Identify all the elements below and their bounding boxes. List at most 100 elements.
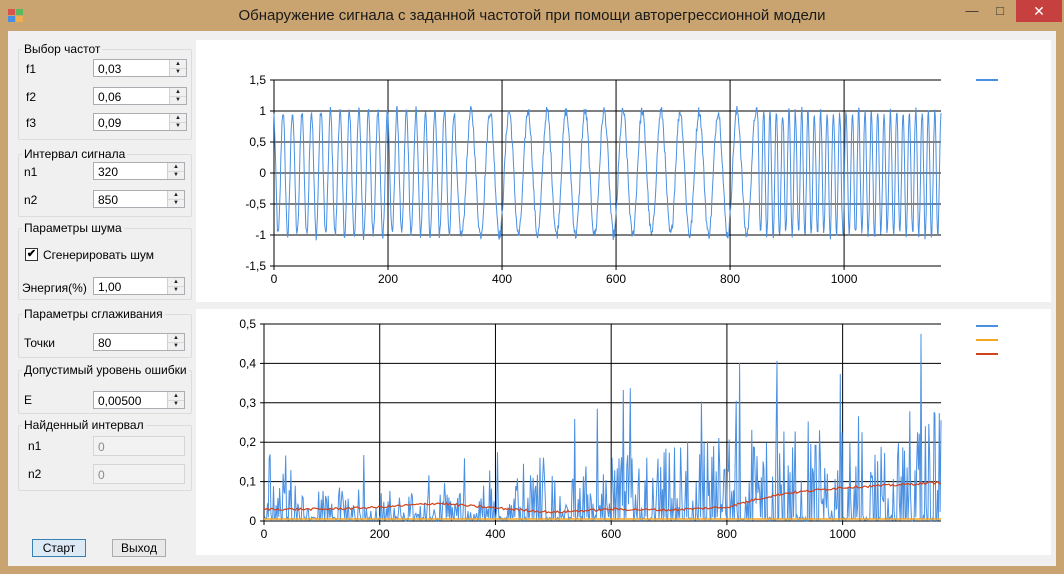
generate-noise-label[interactable]: Сгенерировать шум — [43, 248, 154, 262]
error-series-line — [263, 333, 942, 523]
start-button[interactable]: Старт — [32, 539, 86, 557]
spin-down-icon[interactable]: ▼ — [175, 97, 181, 103]
smoothing-group: Параметры сглаживания — [18, 307, 192, 358]
found-group-legend: Найденный интервал — [24, 418, 144, 432]
found-group: Найденный интервал — [18, 418, 192, 491]
spin-down-icon[interactable]: ▼ — [173, 401, 179, 407]
found-n1-label: n1 — [28, 439, 42, 453]
interval-group-legend: Интервал сигнала — [24, 147, 126, 161]
f1-label: f1 — [26, 62, 37, 76]
f1-value: 0,03 — [98, 62, 122, 76]
spin-up-icon[interactable]: ▲ — [168, 278, 184, 287]
y-tick-label: 1 — [259, 104, 266, 118]
energy-spin[interactable]: ▲ ▼ — [167, 278, 184, 294]
minimize-icon[interactable]: — — [965, 3, 979, 18]
x-tick-label: 0 — [271, 272, 278, 286]
noise-group: Параметры шума — [18, 221, 192, 300]
title-bar[interactable]: Обнаружение сигнала с заданной частотой … — [0, 0, 1064, 32]
x-tick-label: 200 — [378, 272, 398, 286]
freq-group: Выбор частот — [18, 42, 192, 140]
y-tick-label: 0,5 — [249, 135, 266, 149]
f2-spin[interactable]: ▲ ▼ — [169, 88, 186, 104]
spin-up-icon[interactable]: ▲ — [168, 392, 184, 401]
app-icon[interactable] — [8, 9, 24, 23]
x-tick-label: 400 — [492, 272, 512, 286]
interval-group: Интервал сигнала — [18, 147, 192, 217]
x-tick-label: 0 — [261, 527, 268, 541]
y-tick-label: 0,5 — [239, 317, 256, 331]
x-tick-label: 400 — [485, 527, 505, 541]
error-e-stepper[interactable]: 0,00500 ▲ ▼ — [93, 391, 185, 409]
signal-chart[interactable]: 0 200 400 600 800 1000 1,5 1 0,5 0 -0,5 -1 -1,5 — [196, 40, 1051, 302]
generate-noise-checkbox[interactable]: ✔ — [25, 248, 38, 261]
spin-up-icon[interactable]: ▲ — [168, 191, 184, 200]
signal-series-line — [273, 105, 942, 241]
noise-group-legend: Параметры шума — [24, 221, 122, 235]
maximize-icon[interactable]: □ — [996, 3, 1004, 18]
error-group-legend: Допустимый уровень ошибки — [24, 363, 187, 377]
points-spin[interactable]: ▲ ▼ — [167, 334, 184, 350]
found-n1-field: 0 — [93, 436, 185, 456]
energy-stepper[interactable]: 1,00 ▲ ▼ — [93, 277, 185, 295]
f2-value: 0,06 — [98, 90, 122, 104]
interval-n1-label: n1 — [24, 165, 38, 179]
spin-up-icon[interactable]: ▲ — [168, 163, 184, 172]
y-tick-label: 0,3 — [239, 396, 256, 410]
f3-stepper[interactable]: 0,09 ▲ ▼ — [93, 113, 187, 131]
error-e-spin[interactable]: ▲ ▼ — [167, 392, 184, 408]
spin-up-icon[interactable]: ▲ — [168, 334, 184, 343]
smoothed-series-line — [263, 480, 942, 514]
interval-n2-stepper[interactable]: 850 ▲ ▼ — [93, 190, 185, 208]
x-tick-label: 600 — [606, 272, 626, 286]
interval-n1-spin[interactable]: ▲ ▼ — [167, 163, 184, 179]
interval-n2-value: 850 — [98, 193, 119, 207]
y-tick-label: -1 — [255, 228, 266, 242]
error-e-value: 0,00500 — [98, 394, 142, 408]
x-tick-label: 1000 — [831, 272, 858, 286]
x-tick-label: 1000 — [829, 527, 856, 541]
interval-n2-spin[interactable]: ▲ ▼ — [167, 191, 184, 207]
y-tick-label: 0 — [249, 514, 256, 528]
spin-down-icon[interactable]: ▼ — [175, 69, 181, 75]
spin-up-icon[interactable]: ▲ — [170, 114, 186, 123]
energy-label: Энергия(%) — [22, 281, 87, 295]
found-n2-value: 0 — [98, 468, 105, 482]
x-tick-label: 200 — [370, 527, 390, 541]
f3-label: f3 — [26, 116, 37, 130]
spin-up-icon[interactable]: ▲ — [170, 88, 186, 97]
f2-stepper[interactable]: 0,06 ▲ ▼ — [93, 87, 187, 105]
spin-down-icon[interactable]: ▼ — [173, 343, 179, 349]
f3-value: 0,09 — [98, 116, 122, 130]
found-n1-value: 0 — [98, 440, 105, 454]
found-n2-label: n2 — [28, 467, 42, 481]
error-chart[interactable]: 0 200 400 600 800 1000 0,5 0,4 0,3 0,2 0,1 0 — [196, 309, 1051, 555]
spin-down-icon[interactable]: ▼ — [175, 123, 181, 129]
points-stepper[interactable]: 80 ▲ ▼ — [93, 333, 185, 351]
x-tick-label: 600 — [601, 527, 621, 541]
x-tick-label: 800 — [720, 272, 740, 286]
y-tick-label: 0 — [259, 166, 266, 180]
signal-chart-svg: 0 200 400 600 800 1000 1,5 1 0,5 0 -0,5 -1 -1,5 — [245, 73, 998, 286]
y-tick-label: 1,5 — [249, 73, 266, 87]
interval-n1-value: 320 — [98, 165, 119, 179]
points-value: 80 — [98, 336, 112, 350]
spin-down-icon[interactable]: ▼ — [173, 200, 179, 206]
error-chart-svg: 0 200 400 600 800 1000 0,5 0,4 0,3 0,2 0,1 0 — [239, 317, 998, 541]
close-icon[interactable]: ✕ — [1016, 0, 1062, 22]
x-tick-label: 800 — [717, 527, 737, 541]
f1-spin[interactable]: ▲ ▼ — [169, 60, 186, 76]
spin-up-icon[interactable]: ▲ — [170, 60, 186, 69]
f3-spin[interactable]: ▲ ▼ — [169, 114, 186, 130]
exit-button[interactable]: Выход — [112, 539, 166, 557]
interval-n1-stepper[interactable]: 320 ▲ ▼ — [93, 162, 185, 180]
y-tick-label: -0,5 — [245, 197, 266, 211]
y-tick-label: 0,1 — [239, 475, 256, 489]
y-tick-label: -1,5 — [245, 259, 266, 273]
f2-label: f2 — [26, 90, 37, 104]
spin-down-icon[interactable]: ▼ — [173, 287, 179, 293]
freq-group-legend: Выбор частот — [24, 42, 101, 56]
f1-stepper[interactable]: 0,03 ▲ ▼ — [93, 59, 187, 77]
spin-down-icon[interactable]: ▼ — [173, 172, 179, 178]
points-label: Точки — [24, 336, 56, 350]
window-title: Обнаружение сигнала с заданной частотой … — [238, 7, 826, 24]
